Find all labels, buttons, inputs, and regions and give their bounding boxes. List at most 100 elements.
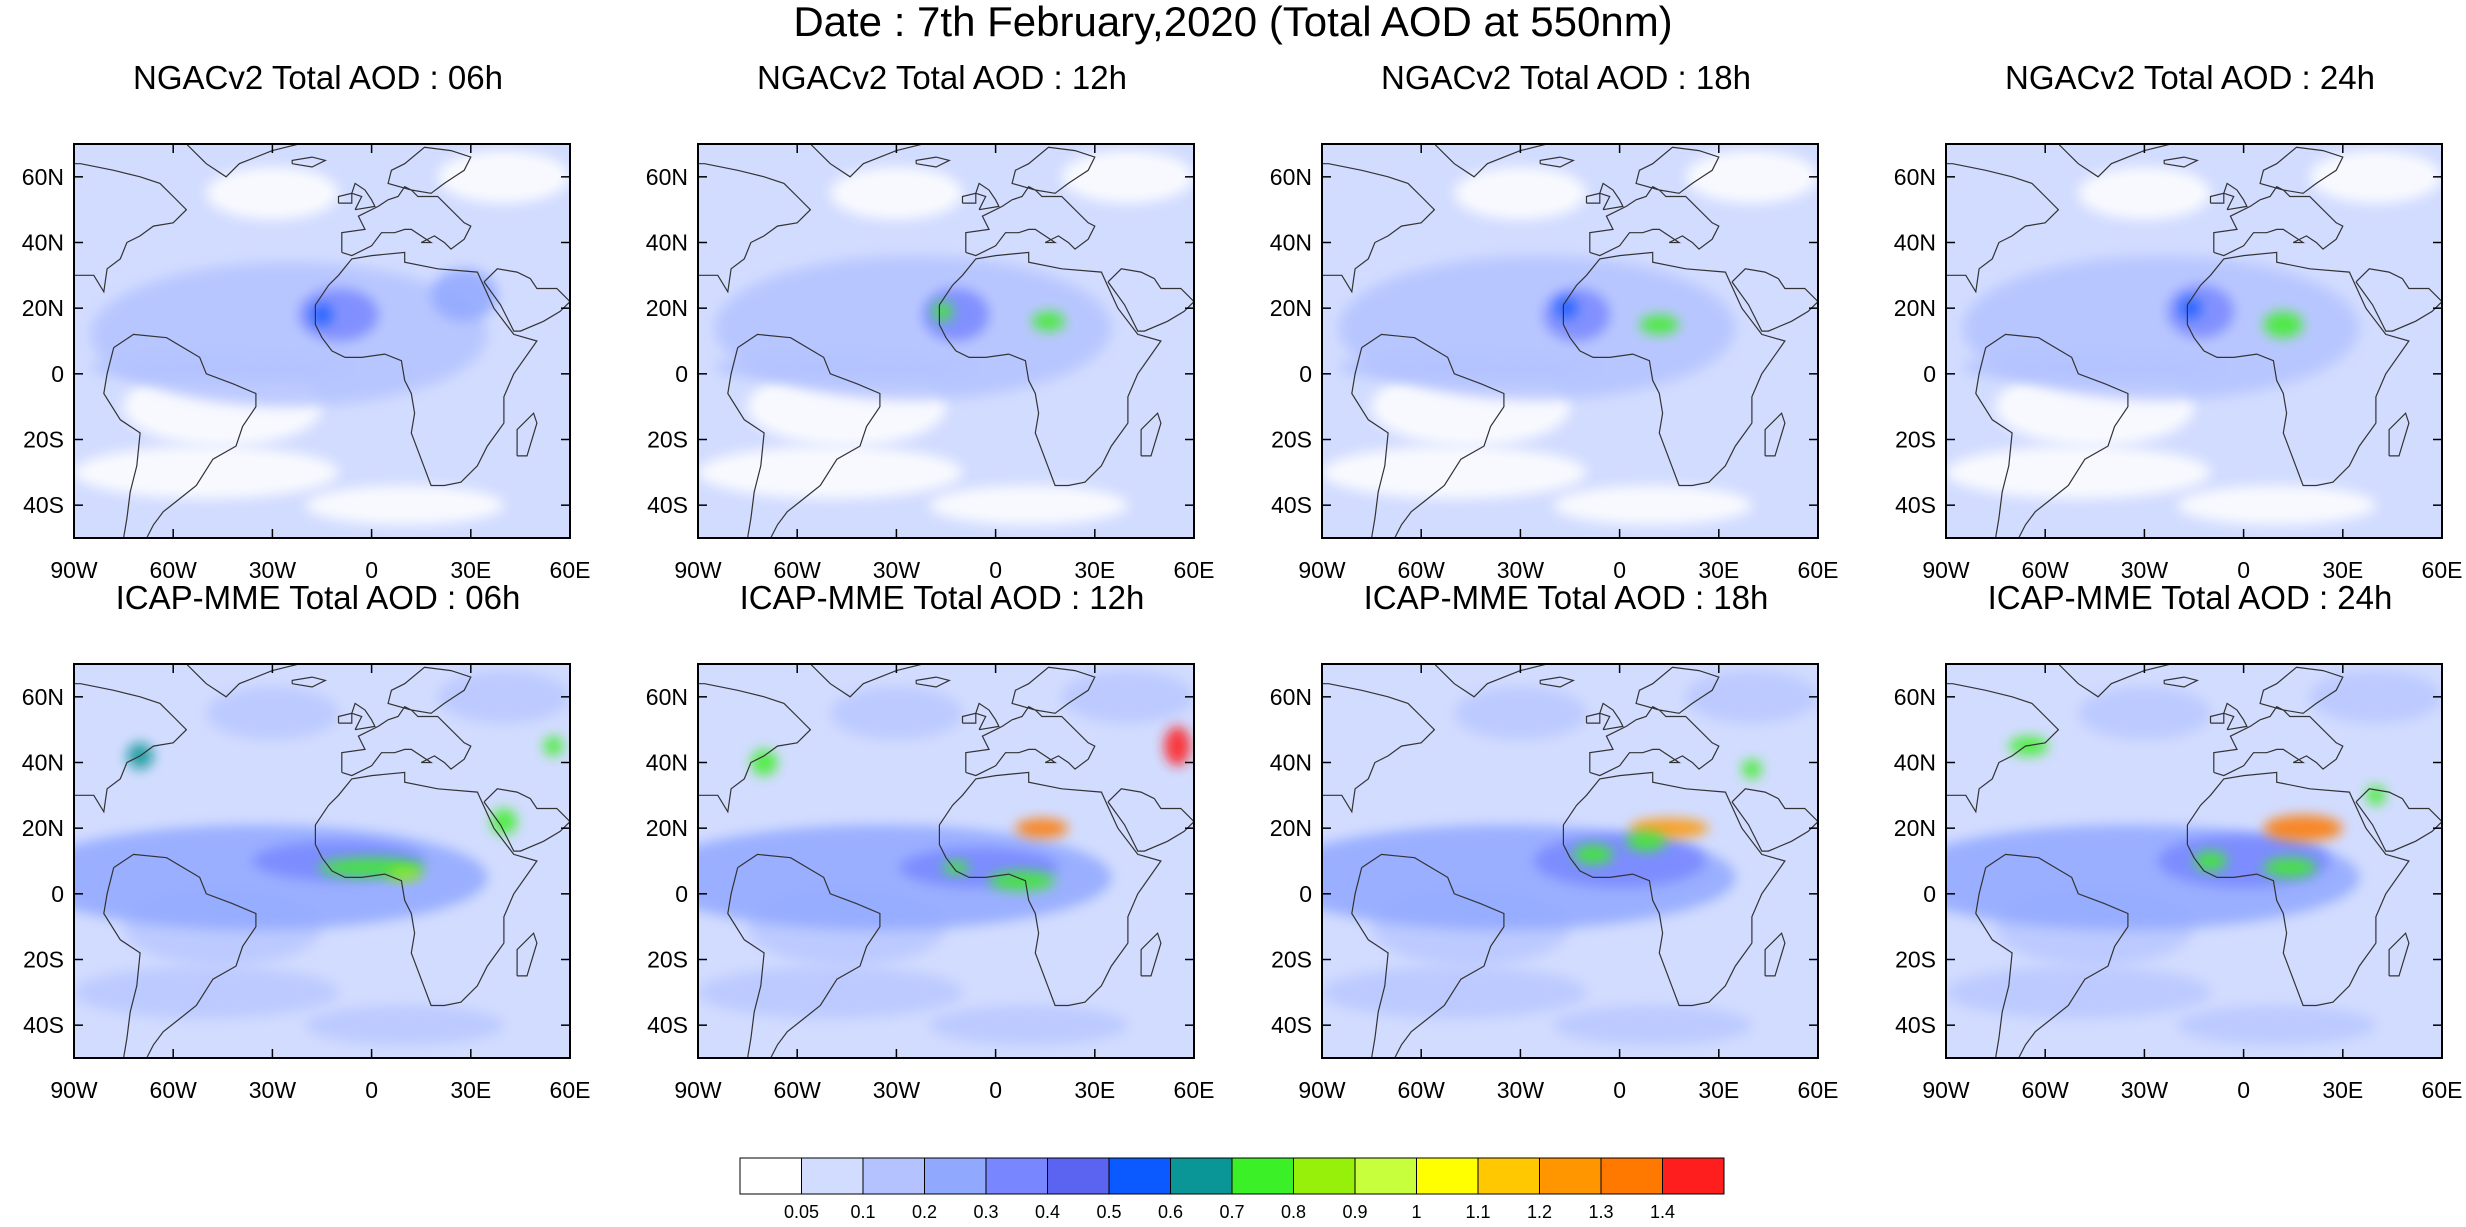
colorbar-label: 0.3 [973,1202,998,1222]
aod-map: 60N 40N 20N 0 20S 40S 90W 60W 30W 0 30E 60E [22,663,590,1103]
coastline [961,712,977,724]
colorbar-swatch [1662,1157,1725,1195]
lon-tick-label: 0 [989,1077,1002,1103]
aod-map: 60N 40N 20N 0 20S 40S 90W 60W 30W 0 30E 60E [646,663,1214,1103]
lat-tick-label: 20N [646,295,688,321]
lat-tick-label: 20S [23,947,64,973]
map-panel: ICAP-MME Total AOD : 12h 60N 40N 20N 0 20S 40S… [624,580,1215,1104]
colorbar-label: 0.4 [1035,1202,1060,1222]
lat-tick-label: 20S [1895,947,1936,973]
lon-tick-label: 60E [2422,1077,2463,1103]
lat-tick-label: 40N [1894,750,1936,776]
coastline [2223,702,2248,731]
clean-air-patch [1685,150,1818,204]
coastline [727,853,881,1058]
lat-tick-label: 40N [1894,230,1936,256]
lat-tick-label: 40S [647,1012,688,1038]
aerosol-plume [1164,726,1191,766]
clean-air-patch [2309,150,2442,204]
colorbar-swatch [985,1157,1048,1195]
coastline [2213,666,2344,777]
map-frame [1945,143,2443,539]
coastline [727,333,881,538]
map-frame [697,143,1195,539]
panel-title: ICAP-MME Total AOD : 24h [1987,579,2393,616]
lat-tick-label: 40N [22,750,64,776]
lat-tick-label: 40N [1270,750,1312,776]
coastline [2213,146,2344,257]
clean-air-patch [1553,1005,1752,1045]
lon-tick-label: 60W [1398,557,1446,583]
lat-tick-label: 20N [22,815,64,841]
clean-air-patch [830,686,963,740]
clean-air-patch [1946,966,2211,1019]
aerosol-plume [1338,350,1604,384]
colorbar-label: 0.5 [1096,1202,1121,1222]
aerosol-plume [2263,815,2343,842]
lat-tick-label: 20S [647,427,688,453]
lon-tick-label: 60W [1398,1077,1446,1103]
lon-tick-label: 0 [1613,557,1626,583]
coastline [2163,156,2200,168]
coastline [1946,683,2060,814]
lon-tick-label: 0 [2237,1077,2250,1103]
map-frame [73,143,571,539]
lon-tick-label: 60W [150,1077,198,1103]
lon-tick-label: 90W [50,1077,98,1103]
aerosol-plume [1626,831,1666,852]
coastline [1433,664,1548,698]
coastline [185,664,300,698]
lon-tick-label: 0 [989,557,1002,583]
colorbar-swatch [1539,1157,1602,1195]
lat-tick-label: 20N [1894,295,1936,321]
lon-tick-label: 30E [1698,1077,1739,1103]
colorbar-swatch [1108,1157,1171,1195]
lon-tick-label: 60E [1174,557,1215,583]
lat-tick-label: 20S [1895,427,1936,453]
colorbar-label: 0.9 [1342,1202,1367,1222]
colorbar-swatch [1416,1157,1479,1195]
coastline [1599,182,1624,211]
lat-tick-label: 20S [23,427,64,453]
lon-tick-label: 30W [873,557,921,583]
colorbar-label: 0.1 [850,1202,875,1222]
coastline [337,712,353,724]
lat-tick-label: 20N [1894,815,1936,841]
lat-tick-label: 0 [51,361,64,387]
coastline [1539,676,1576,688]
lon-tick-label: 30E [1074,1077,1115,1103]
clean-air-patch [929,485,1128,525]
clean-air-patch [2177,1005,2376,1045]
coastline [1764,932,1786,977]
colorbar-swatch [1293,1157,1356,1195]
colorbar-swatch [862,1157,925,1195]
colorbar-label: 1.3 [1588,1202,1613,1222]
panel-title: ICAP-MME Total AOD : 18h [1363,579,1769,616]
aerosol-plume [490,808,518,835]
clean-air-patch [929,1005,1128,1045]
coastline [103,853,257,1058]
map-panel: ICAP-MME Total AOD : 24h 60N 40N 20N 0 20S 40S… [1872,580,2463,1104]
coastline [2186,251,2410,487]
coastline [1539,156,1576,168]
colorbar-swatch [1047,1157,1110,1195]
panel-title: ICAP-MME Total AOD : 12h [739,579,1145,616]
aerosol-plume [750,749,778,776]
coastline [1351,853,1505,1058]
colorbar-swatch [1354,1157,1417,1195]
clean-air-patch [2078,166,2211,220]
coastline [516,412,538,457]
map-frame [73,663,571,1059]
coastline [1764,412,1786,457]
aerosol-plume [1556,298,1577,319]
colorbar-label: 0.6 [1158,1202,1183,1222]
coastline [341,146,472,257]
clean-air-patch [74,446,339,499]
lat-tick-label: 20N [22,295,64,321]
lon-tick-label: 60W [2022,1077,2070,1103]
panel-title: NGACv2 Total AOD : 06h [133,59,503,96]
colorbar-label: 0.7 [1219,1202,1244,1222]
lon-tick-label: 60W [774,1077,822,1103]
lat-tick-label: 20S [1271,947,1312,973]
colorbar-swatch [924,1157,987,1195]
